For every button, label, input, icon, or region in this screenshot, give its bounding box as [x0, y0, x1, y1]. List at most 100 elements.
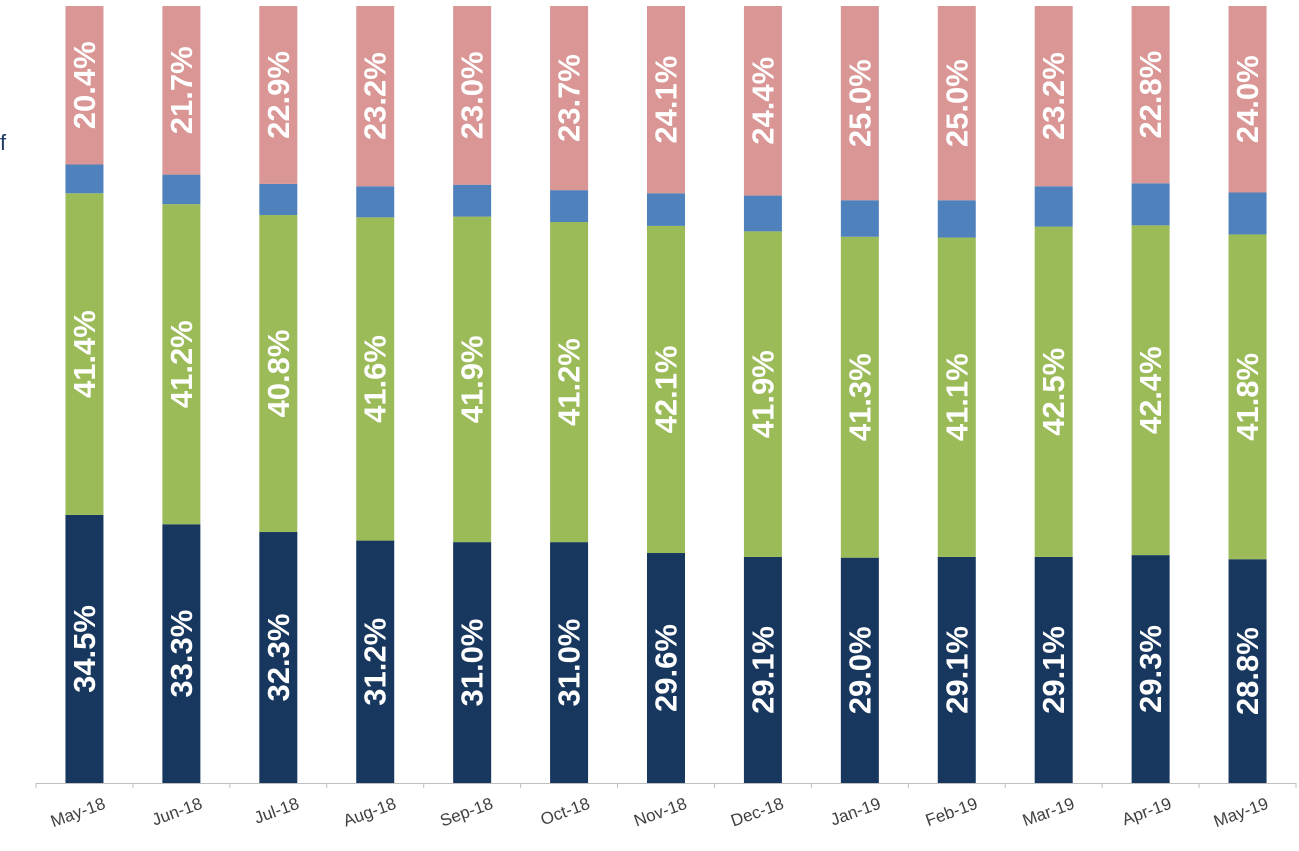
bar-segment-s2-Nov-18 [647, 193, 685, 226]
bar-segment-s2-Dec-18 [743, 195, 782, 232]
x-tick-label-Jan-19: Jan-19 [828, 794, 883, 830]
x-tick-label-Apr-19: Apr-19 [1120, 794, 1174, 829]
x-tick-label-Aug-18: Aug-18 [341, 794, 399, 831]
bar-segment-s2-Jan-19 [840, 200, 879, 237]
bar-segment-s1-Nov-18 [647, 225, 685, 554]
x-tick-label-Feb-19: Feb-19 [923, 794, 980, 830]
data-label-s1-May-18: 41.4% [67, 310, 102, 398]
data-label-s0-Aug-18: 31.2% [358, 618, 393, 706]
x-tick-label-Mar-19: Mar-19 [1020, 794, 1077, 830]
bar-segment-s3-Jun-18 [162, 6, 201, 175]
data-label-s0-Apr-19: 29.3% [1133, 625, 1168, 713]
data-label-s3-Aug-18: 23.2% [358, 52, 393, 140]
data-label-s0-Jan-19: 29.0% [842, 626, 877, 714]
bar-segment-s2-Mar-19 [1034, 186, 1073, 227]
data-label-s1-Sep-18: 41.9% [455, 335, 490, 423]
bars-group [65, 6, 1267, 783]
data-label-s1-Jul-18: 40.8% [261, 330, 296, 418]
bar-segment-s3-Oct-18 [550, 6, 589, 191]
data-label-s0-Sep-18: 31.0% [455, 619, 490, 707]
bar-segment-s1-Dec-18 [743, 231, 782, 557]
bar-segment-s3-Feb-19 [937, 6, 976, 201]
bar-segment-s0-Feb-19 [937, 556, 976, 783]
bar-segment-s3-Sep-18 [453, 6, 492, 185]
data-label-s0-Jun-18: 33.3% [164, 610, 199, 698]
bar-segment-s3-Aug-18 [356, 6, 395, 187]
bar-segment-s1-Aug-18 [356, 217, 395, 541]
bar-segment-s1-Feb-19 [937, 237, 976, 557]
data-label-s1-Oct-18: 41.2% [552, 338, 587, 426]
bar-segment-s1-Mar-19 [1034, 226, 1073, 557]
bar-segment-s1-Oct-18 [550, 222, 589, 543]
data-label-s0-Jul-18: 32.3% [261, 614, 296, 702]
data-label-s3-Sep-18: 23.0% [455, 51, 490, 139]
clipped-text-fragment: f [0, 130, 7, 155]
data-label-s0-Feb-19: 29.1% [939, 626, 974, 714]
bar-segment-s0-Jun-18 [162, 524, 201, 783]
data-label-s1-Jun-18: 41.2% [164, 320, 199, 408]
x-tick-label-May-19: May-19 [1211, 794, 1271, 831]
data-label-s1-May-19: 41.8% [1230, 353, 1265, 441]
bar-segment-s2-Jul-18 [259, 183, 298, 216]
bar-segment-s0-May-19 [1228, 559, 1267, 783]
x-tick-label-Dec-18: Dec-18 [728, 794, 786, 831]
x-tick-label-May-18: May-18 [48, 794, 108, 831]
bar-segment-s0-Dec-18 [743, 556, 782, 783]
bar-segment-s0-Oct-18 [550, 542, 589, 783]
data-label-s1-Feb-19: 41.1% [939, 353, 974, 441]
bar-segment-s2-Sep-18 [453, 184, 492, 217]
bar-segment-s3-Nov-18 [647, 6, 685, 194]
bar-segment-s0-Jan-19 [840, 557, 879, 783]
x-tick-label-Sep-18: Sep-18 [437, 794, 495, 831]
bar-segment-s0-Jul-18 [259, 532, 298, 783]
data-label-s3-Apr-19: 22.8% [1133, 51, 1168, 139]
data-labels-group: 34.5% 41.4% 20.4% 33.3% 41.2% 21.7% 32.3% 40.8%… [67, 41, 1265, 715]
bar-segment-s3-Apr-19 [1131, 6, 1170, 184]
bar-segment-s2-Jun-18 [162, 174, 201, 205]
data-label-s3-Dec-18: 24.4% [745, 57, 780, 145]
bar-segment-s1-Jan-19 [840, 236, 879, 558]
data-label-s0-Dec-18: 29.1% [745, 626, 780, 714]
data-label-s0-May-18: 34.5% [67, 605, 102, 693]
data-label-s1-Jan-19: 41.3% [842, 353, 877, 441]
bar-segment-s0-Nov-18 [647, 553, 685, 783]
data-label-s0-Nov-18: 29.6% [649, 624, 684, 712]
bar-segment-s1-Sep-18 [453, 216, 492, 543]
bar-segment-s0-Sep-18 [453, 542, 492, 783]
bar-segment-s3-May-19 [1228, 6, 1267, 193]
data-label-s3-May-19: 24.0% [1230, 55, 1265, 143]
bar-segment-s3-Jan-19 [840, 6, 879, 201]
data-label-s1-Dec-18: 41.9% [745, 350, 780, 438]
bar-segment-s1-Jul-18 [259, 215, 298, 533]
data-label-s1-Apr-19: 42.4% [1133, 346, 1168, 434]
bar-segment-s2-May-18 [65, 164, 104, 194]
data-label-s0-Oct-18: 31.0% [552, 619, 587, 707]
x-tick-label-Nov-18: Nov-18 [631, 794, 689, 831]
bar-segment-s3-May-18 [65, 6, 104, 165]
bar-segment-s0-Apr-19 [1131, 555, 1170, 783]
bar-segment-s2-Oct-18 [550, 190, 589, 223]
bar-segment-s2-May-19 [1228, 192, 1267, 235]
bar-segment-s1-May-18 [65, 193, 104, 515]
data-label-s3-May-18: 20.4% [67, 41, 102, 129]
x-tick-label-Jun-18: Jun-18 [149, 794, 204, 830]
data-label-s0-May-19: 28.8% [1230, 627, 1265, 715]
data-label-s3-Mar-19: 23.2% [1036, 52, 1071, 140]
bar-segment-s1-May-19 [1228, 234, 1267, 560]
data-label-s3-Nov-18: 24.1% [649, 56, 684, 144]
bar-segment-s1-Apr-19 [1131, 225, 1170, 556]
bar-segment-s3-Dec-18 [743, 6, 782, 196]
data-label-s3-Jul-18: 22.9% [261, 51, 296, 139]
data-label-s1-Nov-18: 42.1% [649, 345, 684, 433]
data-label-s3-Jan-19: 25.0% [842, 59, 877, 147]
bar-segment-s2-Feb-19 [937, 200, 976, 238]
bar-segment-s3-Mar-19 [1034, 6, 1073, 187]
x-tick-label-Jul-18: Jul-18 [252, 794, 302, 828]
bar-segment-s0-May-18 [65, 514, 104, 783]
data-label-s1-Mar-19: 42.5% [1036, 348, 1071, 436]
data-label-s1-Aug-18: 41.6% [358, 335, 393, 423]
bar-segment-s2-Apr-19 [1131, 183, 1170, 226]
bar-segment-s0-Aug-18 [356, 540, 395, 783]
x-tick-label-Oct-18: Oct-18 [538, 794, 592, 829]
